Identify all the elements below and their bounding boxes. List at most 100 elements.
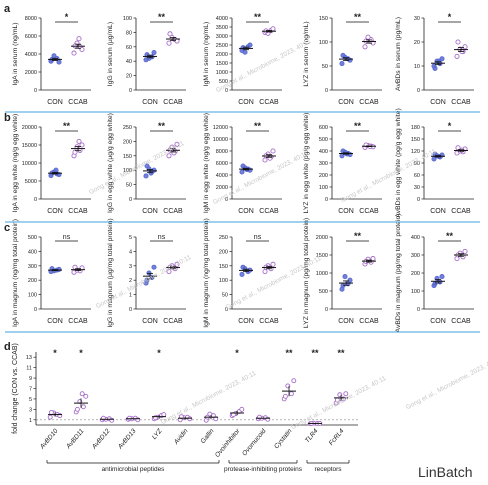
y-tick-label: 300: [28, 264, 37, 270]
y-tick-label: 150: [219, 264, 228, 270]
y-tick-label: 150: [319, 16, 328, 22]
y-tick-label: 500: [319, 289, 328, 295]
y-tick-label: 13: [26, 355, 32, 361]
y-axis-label: LYZ in egg white (pg/g egg white): [303, 113, 310, 214]
data-point-ccab: [365, 34, 371, 40]
y-axis-label: IgM in magnum (ng/mg total protein): [203, 218, 210, 328]
sig-label: *: [448, 121, 452, 131]
y-axis-label: IgM in serum (ng/mL): [203, 22, 210, 87]
data-point-ccab: [166, 40, 172, 46]
y-tick-label: 300: [319, 161, 328, 167]
y-tick-label: 200: [28, 278, 37, 284]
sig-label: *: [448, 12, 452, 22]
y-tick-label: 100: [123, 16, 132, 22]
data-point-con: [240, 45, 246, 51]
y-tick-label: 10000: [213, 137, 228, 143]
y-axis-label: IgA in serum (ng/mL): [12, 22, 19, 85]
y-tick-label: 0: [417, 197, 420, 203]
x-tick-label: CON: [430, 99, 446, 106]
x-tick-label: CON: [142, 318, 158, 325]
sig-label: *: [65, 12, 69, 22]
data-point-ccab: [76, 36, 82, 42]
y-tick-label: 20000: [22, 125, 37, 131]
data-point-con: [431, 156, 437, 162]
data-point-ccab: [267, 155, 273, 161]
fold-point: [343, 391, 349, 397]
y-axis-label: IgG in magnum (μg/mg total protein): [107, 218, 114, 327]
y-tick-label: 4: [129, 249, 132, 255]
data-point-con: [339, 61, 345, 67]
data-point-ccab: [455, 145, 461, 151]
y-tick-label: 0: [325, 307, 328, 313]
y-tick-label: 1000: [216, 70, 228, 76]
y-tick-label: 0: [225, 88, 228, 94]
x-tick-label: CON: [238, 318, 254, 325]
sig-label: **: [354, 121, 362, 131]
y-tick-label: 2000: [216, 185, 228, 191]
y-tick-label: 1: [129, 293, 132, 299]
data-point-ccab: [270, 148, 276, 154]
data-point-ccab: [166, 269, 172, 275]
fold-point: [187, 416, 193, 422]
gene-label: AvBD11: [65, 427, 86, 450]
y-axis-label: IgA in magnum (ng/mg total protein): [12, 219, 19, 327]
data-point-con: [432, 281, 438, 287]
data-point-ccab: [174, 38, 180, 44]
panel-letter: c: [4, 222, 10, 234]
data-point-con: [148, 170, 154, 176]
panel-letter: d: [4, 341, 11, 353]
y-tick-label: 2500: [216, 43, 228, 49]
x-tick-label: CON: [47, 318, 63, 325]
data-point-con: [240, 264, 246, 270]
data-point-con: [340, 52, 346, 58]
data-point-ccab: [79, 142, 85, 148]
fold-sig-label: **: [311, 348, 319, 358]
data-point-ccab: [454, 53, 460, 59]
y-tick-label: 2000: [316, 235, 328, 241]
y-tick-label: 300: [411, 253, 420, 259]
data-point-con: [439, 274, 445, 280]
data-point-ccab: [462, 44, 468, 50]
y-tick-label: 50: [322, 64, 328, 70]
data-point-ccab: [71, 50, 77, 56]
x-tick-label: CCAB: [68, 318, 88, 325]
data-point-ccab: [72, 149, 78, 155]
data-point-con: [144, 163, 150, 169]
y-tick-label: 100: [219, 278, 228, 284]
x-tick-label: CON: [142, 208, 158, 215]
sig-label: ns: [63, 234, 71, 241]
gene-label: Avidin: [172, 427, 190, 446]
data-point-ccab: [171, 150, 177, 156]
y-tick-label: 250: [123, 125, 132, 131]
fold-point: [239, 406, 245, 412]
panel-letter: b: [4, 112, 11, 124]
gene-label: LYZ: [151, 427, 164, 441]
y-tick-label: 5: [29, 397, 32, 403]
x-tick-label: CON: [238, 208, 254, 215]
y-tick-label: 600: [319, 125, 328, 131]
y-axis-label: AvBDs in magnum (pg/mg total protein): [395, 214, 402, 333]
y-axis-label: IgG in egg white (μg/g egg white): [107, 113, 114, 213]
sig-label: ns: [254, 234, 262, 241]
y-tick-label: 0: [34, 307, 37, 313]
sig-label: **: [63, 121, 71, 131]
y-axis-label: IgM in egg white (ng/g egg white): [203, 113, 210, 213]
x-tick-label: CON: [338, 318, 354, 325]
x-tick-label: CCAB: [259, 318, 279, 325]
y-tick-label: 400: [28, 249, 37, 255]
data-point-ccab: [167, 31, 173, 37]
x-tick-label: CCAB: [68, 99, 88, 106]
fold-point: [80, 404, 86, 410]
y-tick-label: 2000: [216, 52, 228, 58]
data-point-con: [239, 271, 245, 277]
y-tick-label: 400: [319, 149, 328, 155]
y-tick-label: 4000: [25, 52, 37, 58]
data-point-con: [432, 65, 438, 71]
data-point-ccab: [270, 261, 276, 267]
data-point-ccab: [174, 141, 180, 147]
data-point-ccab: [362, 44, 368, 50]
y-tick-label: 5: [129, 235, 132, 241]
x-tick-label: CON: [47, 208, 63, 215]
y-axis-label: IgG in serum (μg/mL): [107, 22, 114, 86]
y-tick-label: 40: [126, 59, 132, 65]
